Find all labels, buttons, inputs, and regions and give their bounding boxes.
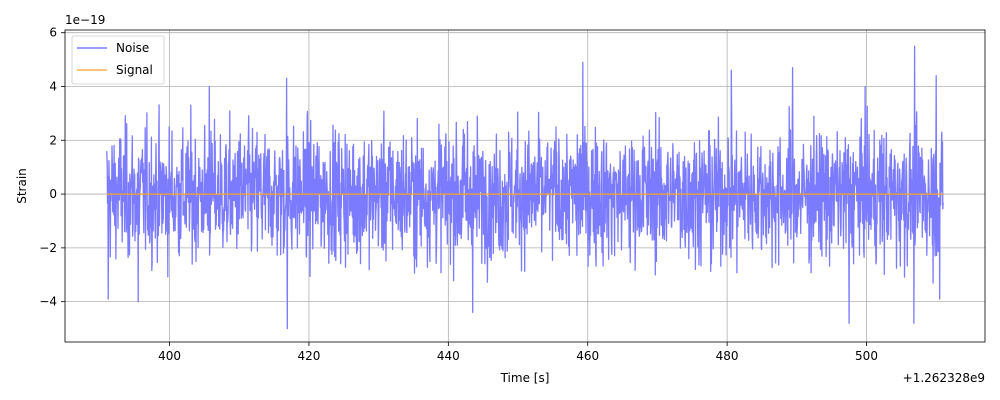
x-offset-label: +1.262328e9 <box>903 371 985 385</box>
legend-label-signal: Signal <box>116 63 153 77</box>
y-tick-label: 6 <box>49 26 57 40</box>
legend-label-noise: Noise <box>116 41 149 55</box>
x-axis-label: Time [s] <box>500 371 550 385</box>
legend: Noise Signal <box>71 35 165 85</box>
x-tick-label: 460 <box>576 349 599 363</box>
y-exponent-label: 1e−19 <box>65 13 105 27</box>
y-tick-label: 0 <box>49 187 57 201</box>
y-tick-label: 4 <box>49 79 57 93</box>
axes-frame <box>64 29 986 343</box>
x-tick-label: 420 <box>297 349 320 363</box>
y-axis-label: Strain <box>15 168 29 204</box>
y-tick-label: −4 <box>39 295 57 309</box>
y-tick-label: 2 <box>49 133 57 147</box>
x-tick-label: 500 <box>855 349 878 363</box>
x-tick-label: 440 <box>437 349 460 363</box>
y-tick-label: −2 <box>39 241 57 255</box>
x-tick-label: 480 <box>716 349 739 363</box>
series-layer <box>106 45 944 330</box>
noise-series-line <box>106 45 944 330</box>
ticks: 400 420 440 460 480 500 −4 −2 0 2 4 6 <box>39 26 878 363</box>
x-tick-label: 400 <box>158 349 181 363</box>
